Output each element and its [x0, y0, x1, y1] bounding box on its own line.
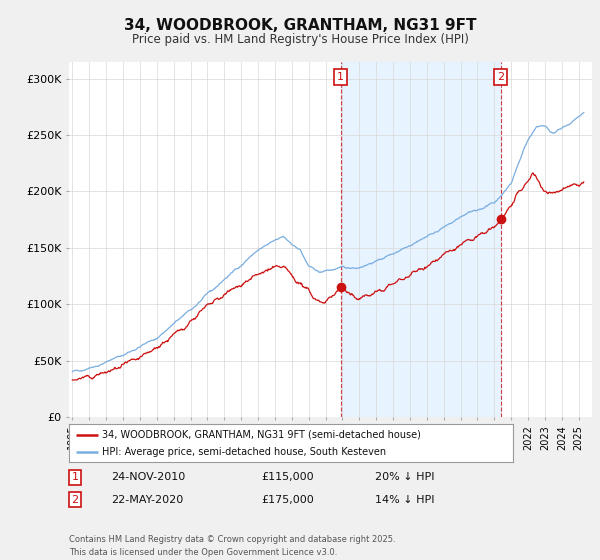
Text: Price paid vs. HM Land Registry's House Price Index (HPI): Price paid vs. HM Land Registry's House … [131, 32, 469, 46]
Text: HPI: Average price, semi-detached house, South Kesteven: HPI: Average price, semi-detached house,… [102, 447, 386, 458]
Text: 1: 1 [71, 472, 79, 482]
Text: 2: 2 [497, 72, 504, 82]
Text: Contains HM Land Registry data © Crown copyright and database right 2025.
This d: Contains HM Land Registry data © Crown c… [69, 535, 395, 557]
Text: £115,000: £115,000 [261, 472, 314, 482]
Text: 34, WOODBROOK, GRANTHAM, NG31 9FT: 34, WOODBROOK, GRANTHAM, NG31 9FT [124, 18, 476, 32]
Text: 1: 1 [337, 72, 344, 82]
Text: 2: 2 [71, 494, 79, 505]
Text: 14% ↓ HPI: 14% ↓ HPI [375, 494, 434, 505]
Text: 20% ↓ HPI: 20% ↓ HPI [375, 472, 434, 482]
Text: £175,000: £175,000 [261, 494, 314, 505]
Bar [341, 62, 501, 417]
Text: 24-NOV-2010: 24-NOV-2010 [111, 472, 185, 482]
Text: 22-MAY-2020: 22-MAY-2020 [111, 494, 183, 505]
Text: 34, WOODBROOK, GRANTHAM, NG31 9FT (semi-detached house): 34, WOODBROOK, GRANTHAM, NG31 9FT (semi-… [102, 430, 421, 440]
